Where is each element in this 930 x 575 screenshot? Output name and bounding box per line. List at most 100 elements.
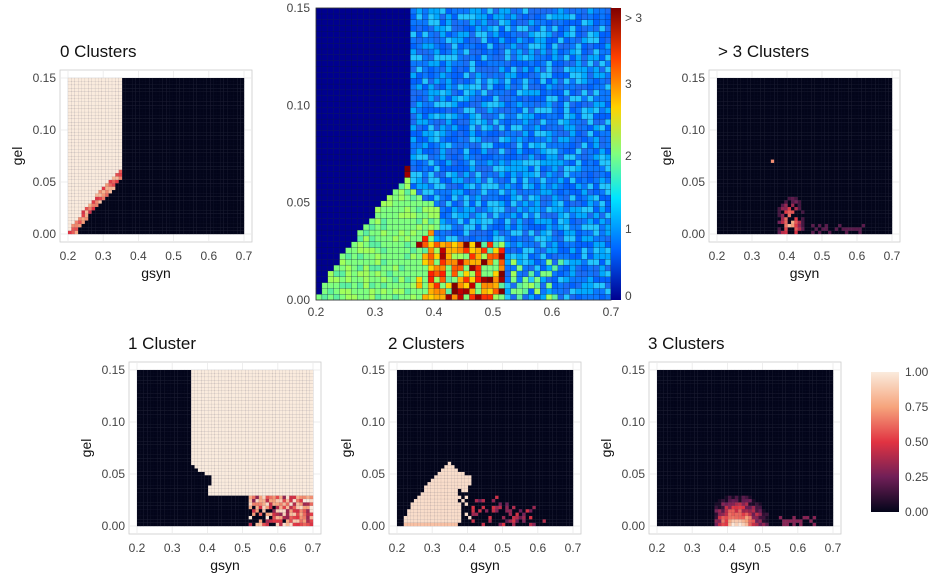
heatmap-cell: [463, 177, 470, 184]
heatmap-cell: [111, 101, 116, 106]
heatmap-cell: [166, 128, 170, 133]
heatmap-cell: [78, 172, 82, 177]
heatmap-cell: [186, 155, 191, 160]
heatmap-cell: [351, 223, 358, 231]
heatmap-cell: [142, 135, 147, 140]
heatmap-cell: [433, 118, 441, 126]
heatmap-cell: [105, 132, 109, 136]
heatmap-cell: [81, 115, 86, 119]
heatmap-cell: [439, 42, 447, 50]
heatmap-cell: [176, 115, 180, 119]
heatmap-cell: [545, 264, 553, 272]
heatmap-cell: [569, 42, 576, 50]
heatmap-cell: [74, 193, 79, 197]
heatmap-cell: [540, 177, 547, 184]
heatmap-cell: [339, 48, 346, 56]
heatmap-cell: [315, 112, 323, 120]
heatmap-cell: [593, 136, 600, 143]
heatmap-cell: [569, 66, 576, 73]
heatmap-cell: [315, 7, 323, 15]
heatmap-cell: [357, 118, 364, 126]
heatmap-cell: [189, 169, 194, 174]
heatmap-cell: [445, 42, 453, 50]
heatmap-cell: [581, 25, 588, 32]
heatmap-cell: [240, 199, 245, 204]
heatmap-cell: [451, 235, 458, 242]
heatmap-cell: [516, 48, 523, 56]
heatmap-cell: [88, 176, 92, 180]
heatmap-cell: [492, 276, 500, 283]
heatmap-cell: [599, 142, 606, 149]
heatmap-cell: [155, 203, 160, 208]
heatmap-cell: [374, 153, 382, 161]
heatmap-cell: [166, 149, 170, 153]
heatmap-cell: [203, 155, 208, 160]
heatmap-cell: [88, 223, 92, 228]
heatmap-cell: [475, 77, 482, 85]
heatmap-cell: [439, 206, 447, 213]
heatmap-cell: [392, 101, 399, 108]
heatmap-cell: [230, 105, 235, 109]
heatmap-cell: [333, 223, 340, 231]
heatmap-cell: [101, 196, 106, 201]
heatmap-cell: [125, 88, 130, 92]
heatmap-cell: [368, 124, 376, 131]
heatmap-cell: [469, 95, 476, 102]
heatmap-cell: [115, 98, 120, 102]
heatmap-cell: [716, 111, 721, 116]
heatmap-cell: [162, 179, 167, 184]
heatmap-cell: [125, 115, 130, 119]
heatmap-cell: [118, 206, 123, 211]
heatmap-cell: [604, 37, 612, 44]
heatmap-cell: [128, 132, 133, 136]
heatmap-cell: [469, 235, 476, 242]
heatmap-cell: [545, 165, 553, 172]
heatmap-cell: [78, 132, 82, 136]
heatmap-cell: [374, 194, 382, 202]
heatmap-cell: [345, 165, 352, 172]
heatmap-cell: [145, 227, 150, 231]
heatmap-cell: [223, 189, 228, 194]
heatmap-cell: [159, 227, 164, 231]
heatmap-cell: [545, 142, 553, 149]
heatmap-cell: [142, 118, 147, 123]
heatmap-cell: [67, 172, 72, 177]
heatmap-cell: [593, 282, 600, 289]
heatmap-cell: [230, 159, 235, 164]
heatmap-cell: [199, 142, 204, 147]
heatmap-cell: [189, 132, 194, 136]
heatmap-cell: [220, 128, 224, 133]
heatmap-cell: [132, 111, 136, 116]
heatmap-cell: [315, 72, 323, 79]
heatmap-cell: [599, 288, 606, 295]
heatmap-cell: [563, 13, 571, 21]
heatmap-cell: [149, 179, 153, 184]
heatmap-cell: [716, 193, 721, 197]
heatmap-cell: [71, 125, 76, 130]
heatmap-cell: [368, 200, 376, 207]
heatmap-cell: [469, 13, 476, 21]
heatmap-cell: [433, 7, 441, 15]
heatmap-cell: [481, 124, 488, 131]
heatmap-cell: [422, 147, 429, 155]
heatmap-cell: [169, 179, 174, 184]
heatmap-cell: [445, 83, 453, 91]
heatmap-cell: [404, 165, 411, 172]
heatmap-cell: [230, 91, 235, 96]
heatmap-cell: [128, 118, 133, 123]
heatmap-cell: [84, 203, 89, 208]
heatmap-cell: [593, 124, 600, 131]
heatmap-cell: [581, 112, 588, 120]
heatmap-cell: [166, 183, 170, 187]
heatmap-cell: [351, 253, 358, 260]
heatmap-cell: [475, 212, 482, 219]
heatmap-cell: [115, 179, 120, 184]
heatmap-cell: [94, 199, 99, 204]
heatmap-cell: [345, 19, 352, 26]
heatmap-cell: [410, 54, 417, 61]
heatmap-cell: [199, 206, 204, 211]
heatmap-cell: [427, 188, 435, 196]
heatmap-cell: [210, 206, 214, 211]
heatmap-cell: [604, 7, 612, 15]
heatmap-cell: [469, 42, 476, 50]
